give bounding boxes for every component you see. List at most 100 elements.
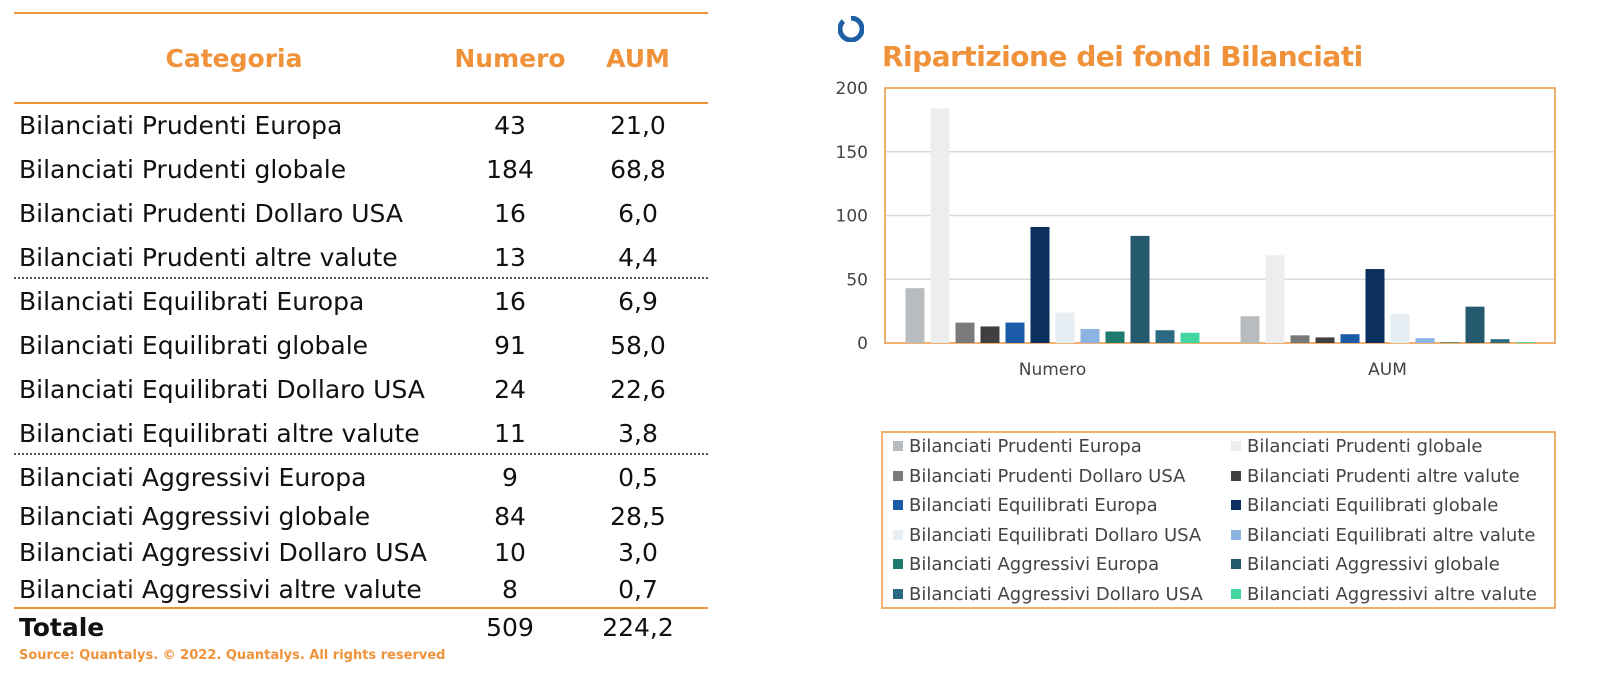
legend-label: Bilanciati Prudenti Europa bbox=[909, 436, 1142, 457]
table-row: Bilanciati Prudenti globale 184 68,8 bbox=[14, 150, 708, 190]
cell-aum: 0,7 bbox=[618, 575, 658, 604]
legend-swatch bbox=[893, 441, 903, 451]
legend-label: Bilanciati Prudenti globale bbox=[1247, 436, 1483, 457]
legend-label: Bilanciati Prudenti Dollaro USA bbox=[909, 465, 1186, 487]
cell-aum: 6,0 bbox=[618, 199, 658, 228]
bar bbox=[1155, 330, 1175, 343]
header-categoria: Categoria bbox=[165, 44, 303, 73]
legend-item: Bilanciati Equilibrati altre valute bbox=[1231, 524, 1535, 548]
cell-aum: 22,6 bbox=[610, 375, 666, 404]
cell-numero: 8 bbox=[502, 575, 518, 604]
y-tick-label: 0 bbox=[857, 334, 868, 354]
cell-numero: 84 bbox=[494, 502, 526, 531]
cell-aum: 21,0 bbox=[610, 111, 666, 140]
source-note: Source: Quantalys. © 2022. Quantalys. Al… bbox=[19, 648, 446, 663]
cell-categoria: Bilanciati Prudenti altre valute bbox=[19, 243, 398, 272]
cell-categoria: Bilanciati Equilibrati altre valute bbox=[19, 419, 420, 448]
x-category-label: AUM bbox=[1368, 360, 1407, 380]
legend-label: Bilanciati Aggressivi Europa bbox=[909, 554, 1160, 576]
cell-numero: 16 bbox=[494, 287, 526, 316]
bar bbox=[980, 326, 1000, 343]
header-aum: AUM bbox=[606, 44, 670, 73]
cell-numero: 24 bbox=[494, 375, 526, 404]
bar bbox=[1340, 334, 1360, 343]
table-row: Bilanciati Equilibrati globale 91 58,0 bbox=[14, 326, 708, 366]
bar bbox=[1055, 312, 1075, 343]
legend-swatch bbox=[1231, 529, 1241, 540]
legend-swatch bbox=[893, 589, 903, 599]
bar bbox=[905, 288, 925, 343]
legend-label: Bilanciati Aggressivi altre valute bbox=[1247, 584, 1537, 605]
legend-swatch bbox=[893, 500, 903, 511]
bar bbox=[1265, 255, 1285, 343]
legend-item: Bilanciati Aggressivi Dollaro USA bbox=[893, 583, 1203, 607]
legend-swatch bbox=[893, 559, 903, 570]
bar bbox=[955, 322, 975, 343]
legend-item: Bilanciati Prudenti altre valute bbox=[1231, 465, 1520, 489]
bar bbox=[1315, 337, 1335, 343]
table-row: Bilanciati Prudenti Europa 43 21,0 bbox=[14, 106, 708, 146]
legend-item: Bilanciati Prudenti globale bbox=[1231, 435, 1483, 459]
bar bbox=[1005, 322, 1025, 343]
legend-item: Bilanciati Equilibrati globale bbox=[1231, 494, 1498, 518]
table-row: Bilanciati Equilibrati Dollaro USA 24 22… bbox=[14, 370, 708, 410]
bar bbox=[1390, 314, 1410, 343]
table-row: Bilanciati Prudenti altre valute 13 4,4 bbox=[14, 238, 708, 278]
cell-numero: 11 bbox=[494, 419, 526, 448]
cell-numero: 184 bbox=[486, 155, 534, 184]
legend-label: Bilanciati Equilibrati globale bbox=[1247, 495, 1499, 517]
cell-categoria: Bilanciati Equilibrati Dollaro USA bbox=[19, 375, 425, 404]
quantalys-logo-icon bbox=[838, 16, 864, 42]
bar bbox=[1515, 342, 1535, 343]
table-top-rule bbox=[14, 12, 708, 14]
legend-label: Bilanciati Aggressivi globale bbox=[1247, 554, 1500, 576]
bar bbox=[1290, 335, 1310, 343]
cell-categoria: Bilanciati Aggressivi Dollaro USA bbox=[19, 538, 428, 567]
header-rule bbox=[14, 102, 708, 104]
legend-item: Bilanciati Equilibrati Dollaro USA bbox=[893, 524, 1201, 548]
bar bbox=[1030, 226, 1050, 343]
table-row: Bilanciati Equilibrati Europa 16 6,9 bbox=[14, 282, 708, 322]
cell-categoria: Bilanciati Equilibrati Europa bbox=[19, 287, 365, 316]
bar bbox=[1130, 235, 1150, 343]
legend-item: Bilanciati Equilibrati Europa bbox=[893, 494, 1158, 518]
group-separator bbox=[14, 453, 708, 455]
bar bbox=[1180, 332, 1200, 343]
chart-title: Ripartizione dei fondi Bilanciati bbox=[882, 40, 1363, 73]
chart-legend: Bilanciati Prudenti Europa Bilanciati Pru… bbox=[881, 431, 1556, 609]
table-row: Bilanciati Equilibrati altre valute 11 3… bbox=[14, 414, 708, 454]
bar bbox=[1465, 306, 1485, 343]
bar-chart: 0 50 100 150 200 Numero AUM bbox=[836, 79, 1556, 380]
cell-categoria: Bilanciati Aggressivi altre valute bbox=[19, 575, 422, 604]
legend-item: Bilanciati Aggressivi Europa bbox=[893, 553, 1159, 577]
cell-numero: 16 bbox=[494, 199, 526, 228]
y-tick-label: 200 bbox=[836, 79, 868, 99]
table-row: Bilanciati Aggressivi Europa 9 0,5 bbox=[14, 458, 708, 498]
legend-swatch bbox=[893, 470, 903, 481]
group-separator bbox=[14, 277, 708, 279]
cell-categoria: Bilanciati Equilibrati globale bbox=[19, 331, 369, 360]
cell-aum: 3,0 bbox=[618, 538, 658, 567]
legend-swatch bbox=[1231, 589, 1241, 599]
cell-categoria: Bilanciati Prudenti Dollaro USA bbox=[19, 199, 403, 228]
cell-aum: 68,8 bbox=[610, 155, 666, 184]
legend-label: Bilanciati Equilibrati Europa bbox=[909, 495, 1158, 517]
cell-categoria: Bilanciati Aggressivi globale bbox=[19, 502, 371, 531]
cell-aum: 58,0 bbox=[610, 331, 666, 360]
legend-item: Bilanciati Aggressivi altre valute bbox=[1231, 583, 1537, 607]
header-numero: Numero bbox=[454, 44, 566, 73]
cell-categoria: Bilanciati Aggressivi Europa bbox=[19, 463, 367, 492]
legend-label: Bilanciati Equilibrati Dollaro USA bbox=[909, 524, 1202, 546]
cell-aum: 6,9 bbox=[618, 287, 658, 316]
bar bbox=[1490, 339, 1510, 343]
legend-label: Bilanciati Equilibrati altre valute bbox=[1247, 524, 1536, 546]
cell-aum: 4,4 bbox=[618, 243, 658, 272]
total-label: Totale bbox=[19, 613, 105, 642]
bar bbox=[1415, 338, 1435, 343]
bar bbox=[1105, 331, 1125, 343]
legend-item: Bilanciati Prudenti Europa bbox=[893, 435, 1142, 459]
total-aum: 224,2 bbox=[602, 613, 674, 642]
cell-aum: 0,5 bbox=[618, 463, 658, 492]
bar bbox=[930, 108, 950, 344]
cell-numero: 13 bbox=[494, 243, 526, 272]
